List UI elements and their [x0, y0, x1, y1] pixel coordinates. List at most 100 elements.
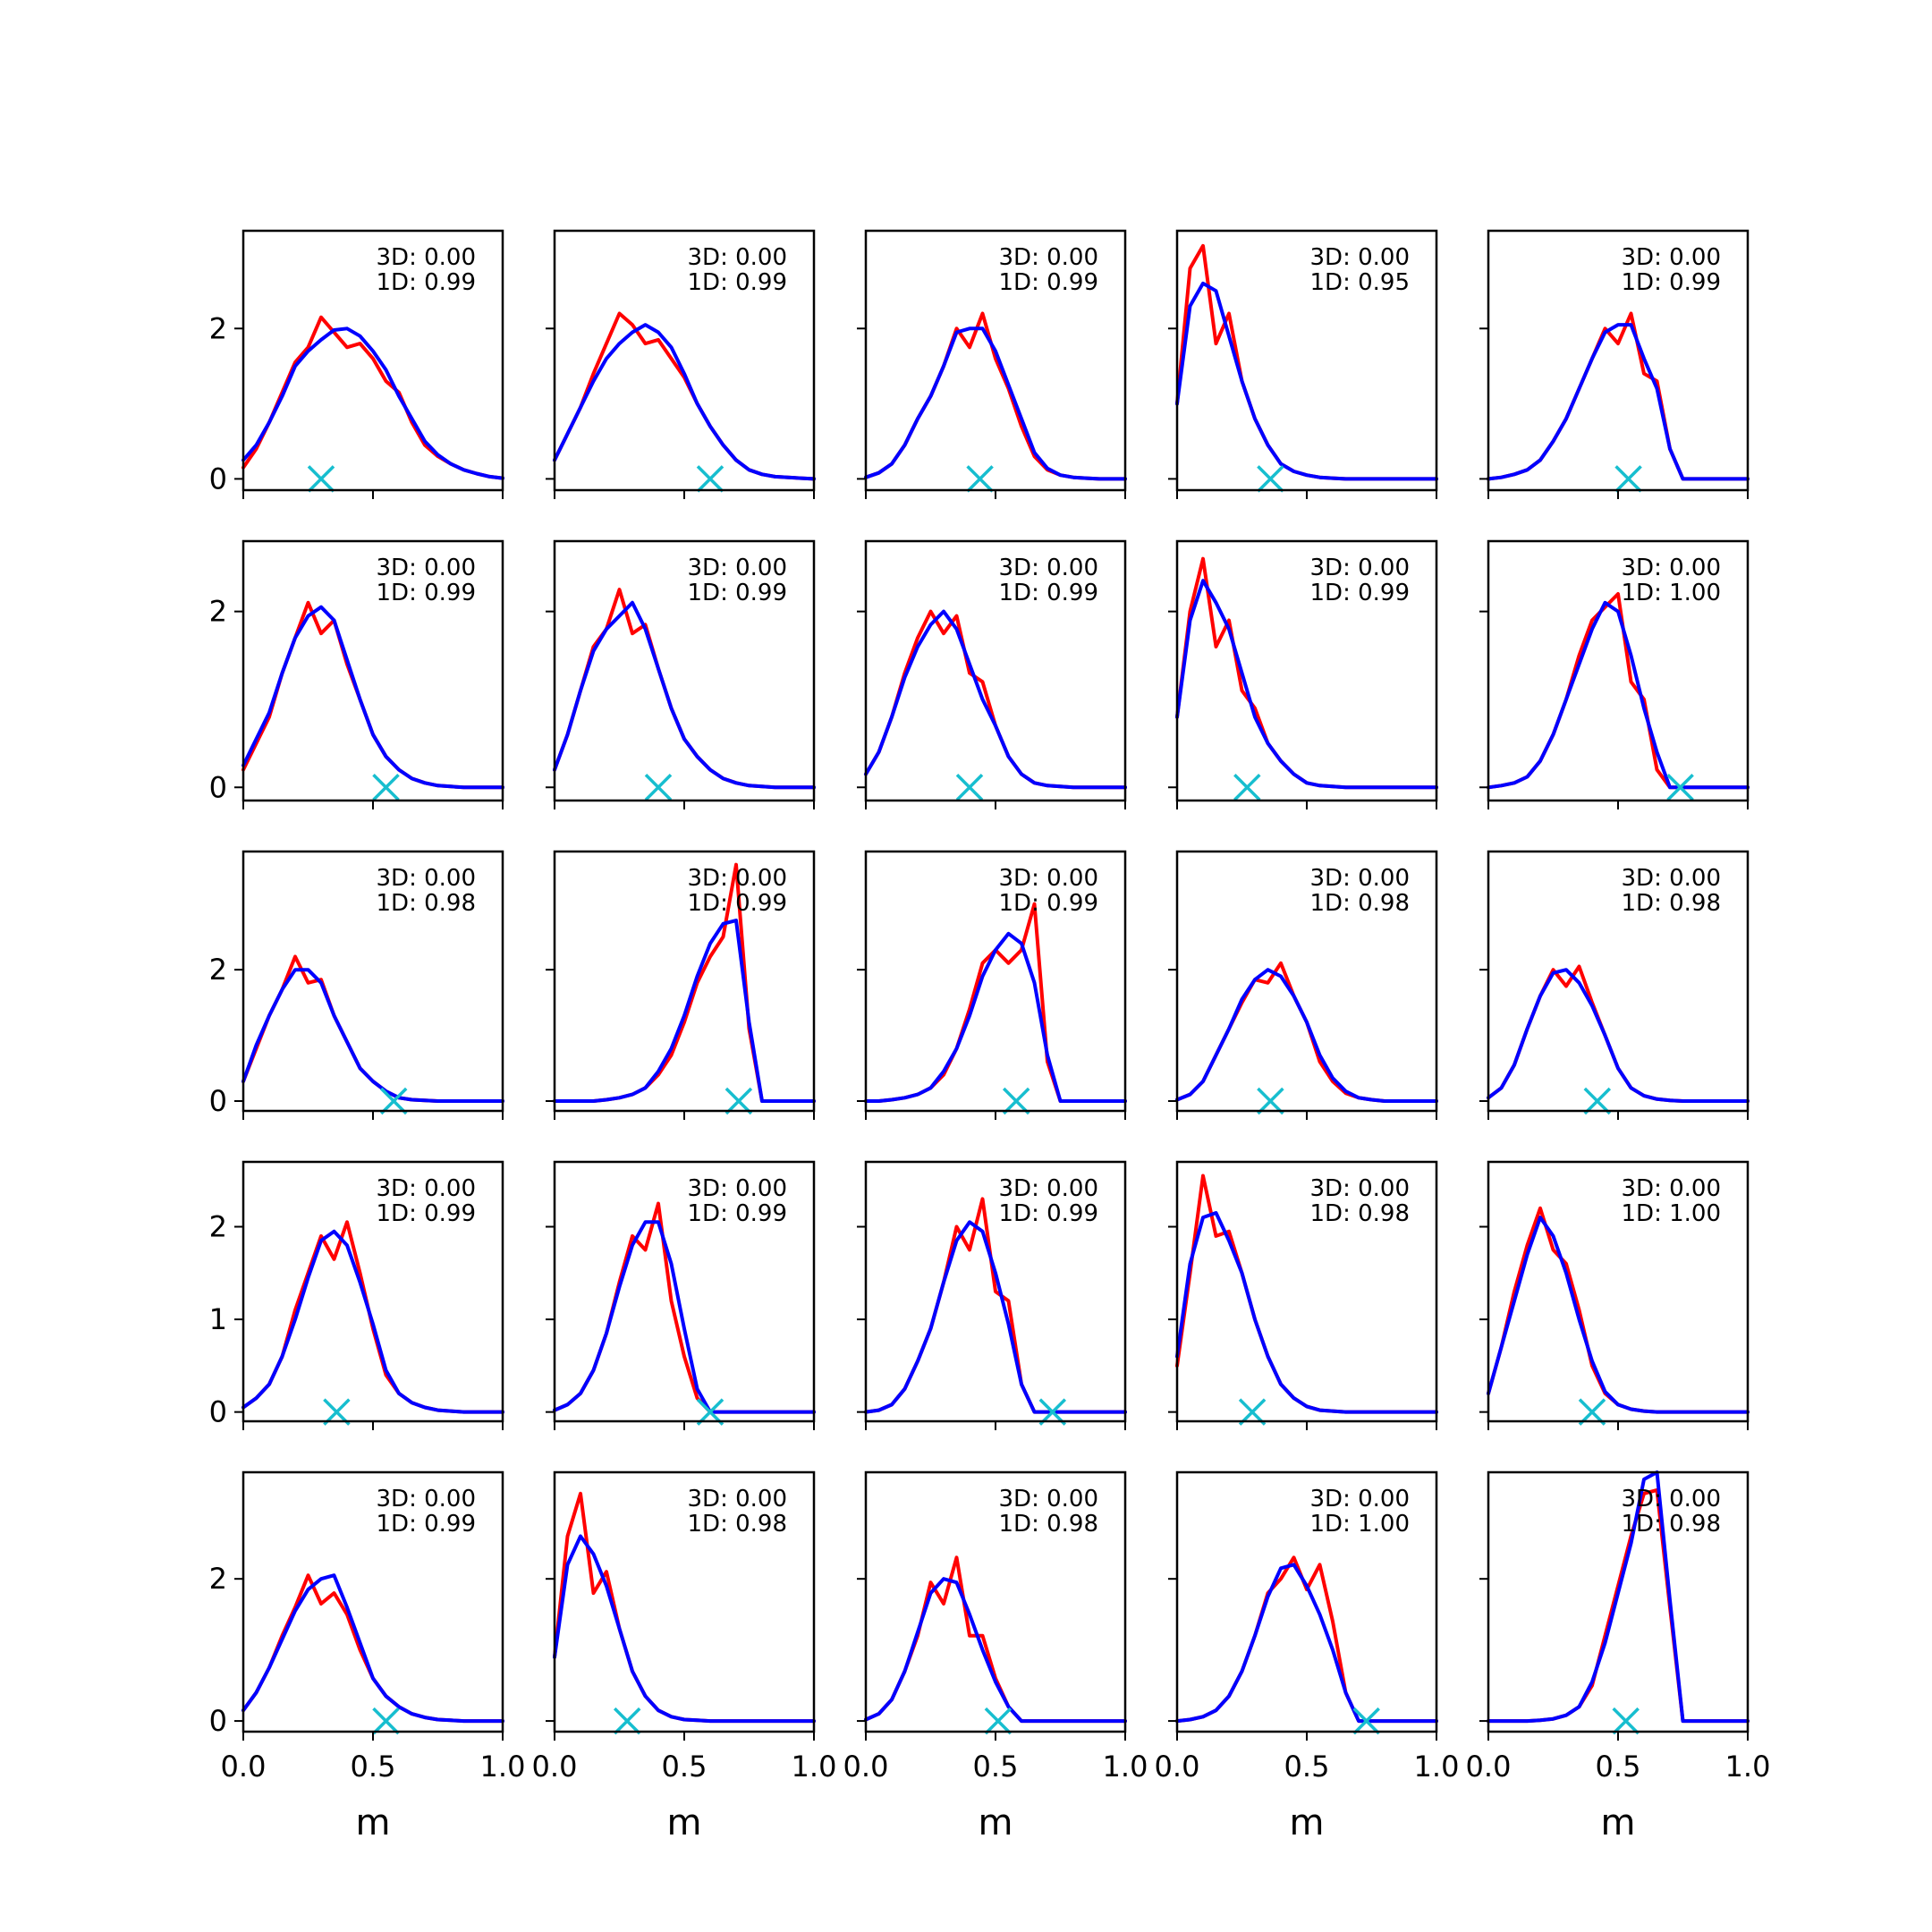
x-axis-label: m: [356, 1802, 391, 1843]
x-tick-label: 0.0: [843, 1750, 889, 1784]
x-tick-label: 0.0: [221, 1750, 267, 1784]
annotation-line: 3D: 0.00: [1310, 865, 1410, 892]
series-line-blue: [553, 1220, 816, 1414]
series-line-blue: [242, 605, 504, 790]
x-tick-label: 1.0: [1725, 1750, 1771, 1784]
annotation-line: 3D: 0.00: [1310, 1175, 1410, 1202]
x-tick-label: 0.5: [1284, 1750, 1330, 1784]
series-line-red: [242, 600, 504, 790]
series-line-blue: [1487, 323, 1750, 481]
marker-cross-b: [724, 1087, 753, 1115]
x-axis-label: m: [979, 1802, 1013, 1843]
annotation-line: 1D: 1.00: [1310, 1511, 1410, 1538]
series-line-red: [553, 1201, 816, 1414]
series-line-blue: [864, 609, 1127, 790]
series-line-blue: [864, 1220, 1127, 1414]
series-line-red: [1487, 311, 1750, 481]
annotation-line: 1D: 0.99: [377, 1200, 476, 1227]
x-tick-label: 1.0: [792, 1750, 837, 1784]
x-tick-label: 0.0: [532, 1750, 578, 1784]
marker-cross-b: [1614, 465, 1642, 493]
annotation-line: 3D: 0.00: [688, 1175, 787, 1202]
series-line-blue: [242, 1573, 504, 1724]
annotation-line: 3D: 0.00: [1310, 1486, 1410, 1513]
series-line-blue: [1487, 968, 1750, 1103]
series-line-blue: [1487, 600, 1750, 790]
x-tick-label: 1.0: [480, 1750, 526, 1784]
series-line-blue: [242, 968, 504, 1103]
annotation-line: 1D: 0.99: [999, 580, 1098, 606]
annotation-line: 1D: 0.99: [688, 580, 787, 606]
series-line-red: [1487, 1206, 1750, 1414]
annotation-line: 3D: 0.00: [1310, 555, 1410, 581]
x-axis-label: m: [1290, 1802, 1325, 1843]
marker-cross-b: [1583, 1087, 1612, 1115]
annotation-line: 3D: 0.00: [999, 865, 1098, 892]
marker-cross-b: [696, 465, 724, 493]
y-tick-label: 0: [209, 770, 227, 804]
x-tick-label: 0.0: [1466, 1750, 1512, 1784]
annotation-line: 1D: 0.99: [999, 890, 1098, 917]
series-line-blue: [1175, 281, 1438, 481]
annotation-line: 3D: 0.00: [1622, 244, 1721, 271]
y-tick-label: 0: [209, 1395, 227, 1429]
x-tick-label: 1.0: [1414, 1750, 1460, 1784]
annotation-line: 1D: 0.98: [688, 1511, 787, 1538]
y-tick-label: 0: [209, 1704, 227, 1738]
marker-cross-b: [1233, 774, 1261, 801]
annotation-line: 3D: 0.00: [1622, 1175, 1721, 1202]
series-line-blue: [553, 323, 816, 481]
annotation-line: 3D: 0.00: [1622, 1486, 1721, 1513]
annotation-line: 1D: 0.98: [1310, 890, 1410, 917]
annotation-line: 3D: 0.00: [377, 244, 476, 271]
series-line-blue: [553, 600, 816, 790]
annotation-line: 3D: 0.00: [377, 1486, 476, 1513]
annotation-line: 1D: 0.99: [688, 1200, 787, 1227]
annotation-line: 3D: 0.00: [688, 555, 787, 581]
marker-cross-b: [644, 774, 673, 801]
series-line-blue: [553, 1534, 816, 1724]
annotation-line: 3D: 0.00: [377, 555, 476, 581]
annotation-line: 1D: 0.99: [1310, 580, 1410, 606]
annotation-line: 3D: 0.00: [1622, 865, 1721, 892]
annotation-line: 3D: 0.00: [999, 555, 1098, 581]
x-tick-label: 1.0: [1103, 1750, 1148, 1784]
annotation-line: 3D: 0.00: [688, 244, 787, 271]
annotation-line: 3D: 0.00: [999, 244, 1098, 271]
annotation-line: 3D: 0.00: [1622, 555, 1721, 581]
annotation-line: 3D: 0.00: [999, 1486, 1098, 1513]
series-line-red: [242, 1220, 504, 1414]
x-tick-label: 0.5: [662, 1750, 708, 1784]
series-line-red: [864, 1197, 1127, 1414]
annotation-line: 3D: 0.00: [688, 865, 787, 892]
marker-cross-b: [1666, 774, 1694, 801]
series-line-red: [1175, 1555, 1438, 1724]
annotation-line: 1D: 0.98: [1622, 890, 1721, 917]
series-line-blue: [242, 326, 504, 480]
marker-cross-b: [955, 774, 984, 801]
annotation-line: 1D: 0.99: [999, 1200, 1098, 1227]
annotation-line: 1D: 0.98: [1310, 1200, 1410, 1227]
x-axis-label: m: [1601, 1802, 1636, 1843]
marker-cross-b: [372, 774, 400, 801]
annotation-line: 3D: 0.00: [377, 1175, 476, 1202]
series-line-blue: [1175, 1211, 1438, 1414]
y-tick-label: 2: [209, 1210, 227, 1244]
annotation-line: 3D: 0.00: [1310, 244, 1410, 271]
y-tick-label: 2: [209, 1562, 227, 1596]
series-line-blue: [242, 1229, 504, 1414]
series-line-blue: [1175, 1563, 1438, 1724]
y-tick-label: 0: [209, 462, 227, 496]
annotation-line: 1D: 0.99: [688, 890, 787, 917]
series-line-blue: [1487, 1216, 1750, 1414]
series-line-red: [864, 902, 1127, 1103]
annotation-line: 1D: 0.98: [999, 1511, 1098, 1538]
annotation-line: 1D: 0.99: [999, 269, 1098, 296]
y-tick-label: 2: [209, 953, 227, 987]
marker-cross-b: [372, 1707, 400, 1735]
series-line-red: [242, 1573, 504, 1724]
series-line-red: [864, 311, 1127, 481]
annotation-line: 3D: 0.00: [999, 1175, 1098, 1202]
series-line-blue: [1487, 1470, 1750, 1724]
